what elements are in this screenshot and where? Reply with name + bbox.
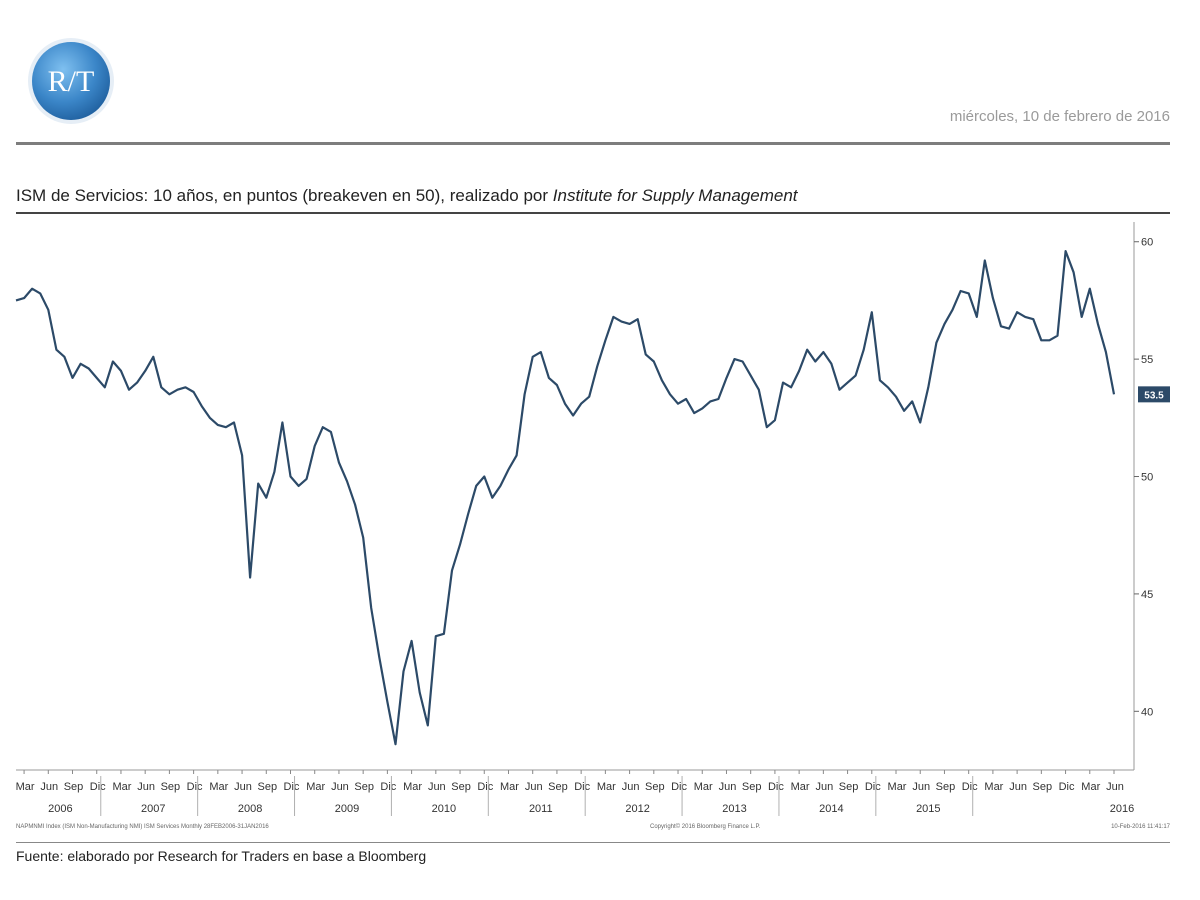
x-axis: Mar Jun Sep Dic Mar Jun Sep Dic Mar Jun Sep Dic Mar J… xyxy=(16,769,1134,816)
report-date: miércoles, 10 de febrero de 2016 xyxy=(949,108,1170,125)
x-tick-label: Sep xyxy=(354,781,374,793)
y-tick-label: 60 xyxy=(1141,237,1153,249)
x-year-label: 2008 xyxy=(238,803,262,815)
series-line xyxy=(15,250,1116,746)
x-tick-label: Jun xyxy=(137,781,155,793)
x-tick-label: Mar xyxy=(694,781,713,793)
x-tick-label: Mar xyxy=(403,781,422,793)
x-tick-label: Mar xyxy=(1081,781,1100,793)
chart-title-main: ISM de Servicios: 10 años, en puntos (br… xyxy=(16,186,553,205)
rt-logo: R/T xyxy=(26,36,116,126)
last-value-label: 53.5 xyxy=(1144,390,1164,401)
chart-plot: 53.5 xyxy=(15,250,1170,746)
x-year-label: 2007 xyxy=(141,803,165,815)
x-tick-label: Dic xyxy=(187,781,203,793)
x-tick-label: Jun xyxy=(428,781,446,793)
x-tick-label: Jun xyxy=(1106,781,1124,793)
x-tick-label: Sep xyxy=(64,781,84,793)
x-tick-label: Sep xyxy=(839,781,859,793)
x-tick-label: Dic xyxy=(962,781,978,793)
x-year-label: 2012 xyxy=(625,803,649,815)
chart-title: ISM de Servicios: 10 años, en puntos (br… xyxy=(16,186,798,206)
x-tick-label: Jun xyxy=(331,781,349,793)
x-year-label: 2013 xyxy=(722,803,746,815)
x-tick-label: Jun xyxy=(525,781,543,793)
x-tick-label: Dic xyxy=(768,781,784,793)
x-tick-label: Sep xyxy=(548,781,568,793)
x-tick-label: Jun xyxy=(40,781,58,793)
x-tick-label: Dic xyxy=(1059,781,1075,793)
logo-text: R/T xyxy=(48,65,95,98)
x-tick-label: Dic xyxy=(671,781,687,793)
x-tick-label: Mar xyxy=(597,781,616,793)
x-tick-label: Dic xyxy=(865,781,881,793)
x-year-label: 2014 xyxy=(819,803,843,815)
fineprint-left: NAPMNMI Index (ISM Non-Manufacturing NMI… xyxy=(16,824,269,830)
y-tick-label: 55 xyxy=(1141,354,1153,366)
chart-axes: 40 45 50 55 60 xyxy=(1133,222,1153,770)
chart-title-italic: Institute for Supply Management xyxy=(552,186,798,205)
x-tick-label: Dic xyxy=(90,781,106,793)
x-tick-label: Sep xyxy=(451,781,471,793)
x-tick-label: Dic xyxy=(574,781,590,793)
fineprint-center: Copyright© 2016 Bloomberg Finance L.P. xyxy=(650,823,761,830)
x-tick-label: Sep xyxy=(161,781,181,793)
x-tick-label: Jun xyxy=(719,781,737,793)
x-year-label: 2011 xyxy=(529,803,553,815)
x-tick-label: Jun xyxy=(912,781,930,793)
x-tick-label: Jun xyxy=(234,781,252,793)
x-tick-label: Mar xyxy=(112,781,131,793)
header-divider xyxy=(16,142,1170,145)
title-divider xyxy=(16,212,1170,214)
x-year-label: 2015 xyxy=(916,803,940,815)
x-tick-label: Mar xyxy=(500,781,519,793)
x-tick-label: Mar xyxy=(888,781,907,793)
x-tick-label: Sep xyxy=(936,781,956,793)
y-tick-label: 40 xyxy=(1141,706,1153,718)
x-tick-label: Sep xyxy=(742,781,762,793)
x-tick-label: Mar xyxy=(209,781,228,793)
ism-line-chart: 40 45 50 55 60 53.5 Mar Jun Sep Dic Mar Jun Sep Dic… xyxy=(15,222,1171,830)
y-tick-label: 50 xyxy=(1141,472,1153,484)
x-tick-label: Mar xyxy=(984,781,1003,793)
fineprint-right: 10-Feb-2016 11:41:17 xyxy=(1111,824,1171,830)
x-year-label: 2009 xyxy=(335,803,359,815)
x-tick-label: Mar xyxy=(16,781,35,793)
x-year-label: 2010 xyxy=(432,803,456,815)
x-tick-label: Dic xyxy=(284,781,300,793)
rt-logo-graphic: R/T xyxy=(28,38,114,124)
source-note: Fuente: elaborado por Research for Trade… xyxy=(16,848,427,864)
x-tick-label: Jun xyxy=(622,781,640,793)
x-tick-label: Sep xyxy=(645,781,665,793)
x-year-label: 2006 xyxy=(48,803,72,815)
x-tick-label: Mar xyxy=(791,781,810,793)
x-tick-label: Dic xyxy=(477,781,493,793)
x-tick-label: Sep xyxy=(1033,781,1053,793)
y-tick-label: 45 xyxy=(1141,589,1153,601)
x-tick-label: Mar xyxy=(306,781,325,793)
x-tick-label: Sep xyxy=(257,781,277,793)
last-value-badge xyxy=(1138,386,1170,403)
x-tick-label: Jun xyxy=(815,781,833,793)
chart-fineprint: NAPMNMI Index (ISM Non-Manufacturing NMI… xyxy=(16,823,1171,830)
footer-divider xyxy=(16,842,1170,843)
x-tick-label: Jun xyxy=(1009,781,1027,793)
x-tick-label: Dic xyxy=(380,781,396,793)
x-year-label: 2016 xyxy=(1110,803,1134,815)
